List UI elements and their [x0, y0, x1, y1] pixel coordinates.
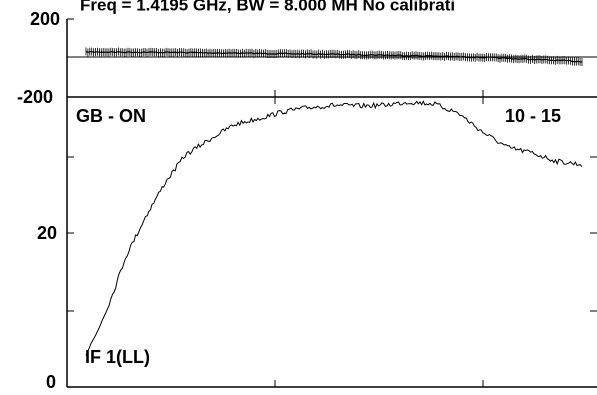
phase-ytick-bottom: -200 [17, 87, 53, 107]
tick-marks [67, 18, 597, 387]
chart-title: Freq = 1.4195 GHz, BW = 8.000 MH No cali… [80, 0, 455, 14]
amplitude-trace [85, 100, 583, 356]
amp-ytick-mid: 20 [37, 223, 57, 243]
amp-ytick-bottom: 0 [46, 372, 56, 392]
if-label: IF 1(LL) [85, 347, 150, 367]
gb-status-label: GB - ON [76, 106, 146, 126]
phase-ytick-top: 200 [30, 9, 60, 29]
phase-trace [85, 50, 583, 63]
range-label: 10 - 15 [505, 106, 561, 126]
